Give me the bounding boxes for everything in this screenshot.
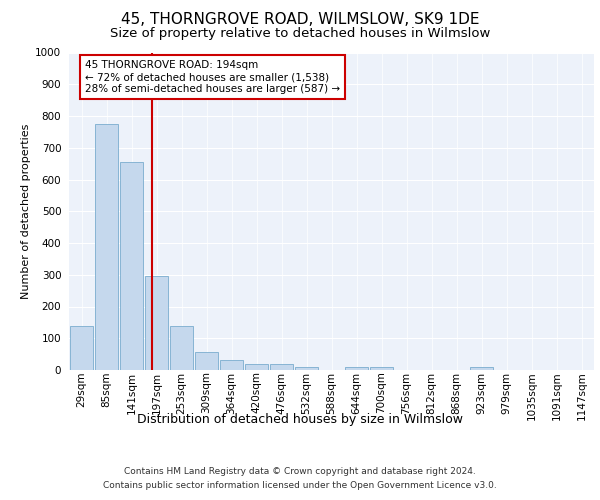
Text: 45, THORNGROVE ROAD, WILMSLOW, SK9 1DE: 45, THORNGROVE ROAD, WILMSLOW, SK9 1DE bbox=[121, 12, 479, 28]
Text: 45 THORNGROVE ROAD: 194sqm
← 72% of detached houses are smaller (1,538)
28% of s: 45 THORNGROVE ROAD: 194sqm ← 72% of deta… bbox=[85, 60, 340, 94]
Bar bbox=[345, 367, 368, 370]
Bar bbox=[145, 276, 168, 370]
Bar bbox=[370, 367, 393, 370]
Bar bbox=[270, 364, 293, 370]
Bar bbox=[195, 352, 218, 370]
Text: Distribution of detached houses by size in Wilmslow: Distribution of detached houses by size … bbox=[137, 412, 463, 426]
Bar bbox=[120, 162, 143, 370]
Text: Size of property relative to detached houses in Wilmslow: Size of property relative to detached ho… bbox=[110, 28, 490, 40]
Bar bbox=[95, 124, 118, 370]
Y-axis label: Number of detached properties: Number of detached properties bbox=[21, 124, 31, 299]
Bar bbox=[170, 326, 193, 370]
Bar bbox=[295, 367, 318, 370]
Bar bbox=[70, 326, 93, 370]
Text: Contains HM Land Registry data © Crown copyright and database right 2024.: Contains HM Land Registry data © Crown c… bbox=[124, 468, 476, 476]
Bar bbox=[470, 367, 493, 370]
Bar bbox=[220, 360, 243, 370]
Text: Contains public sector information licensed under the Open Government Licence v3: Contains public sector information licen… bbox=[103, 481, 497, 490]
Bar bbox=[245, 364, 268, 370]
